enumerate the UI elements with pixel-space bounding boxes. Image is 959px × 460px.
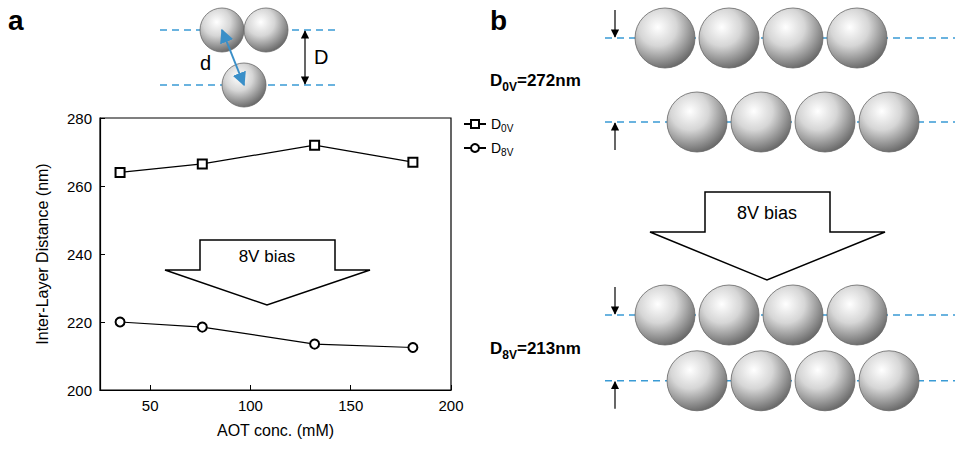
svg-text:D8V=213nm: D8V=213nm <box>490 339 581 362</box>
svg-text:d: d <box>200 52 211 74</box>
svg-text:a: a <box>8 5 24 36</box>
svg-text:240: 240 <box>67 246 92 263</box>
svg-text:100: 100 <box>238 397 263 414</box>
svg-text:280: 280 <box>67 110 92 127</box>
svg-text:D: D <box>491 116 501 132</box>
svg-text:200: 200 <box>438 397 463 414</box>
svg-text:8V: 8V <box>501 147 514 158</box>
svg-text:b: b <box>490 5 507 36</box>
svg-text:150: 150 <box>338 397 363 414</box>
svg-text:8V bias: 8V bias <box>239 247 296 266</box>
svg-text:0V: 0V <box>501 123 514 134</box>
svg-text:D: D <box>491 140 501 156</box>
svg-text:260: 260 <box>67 178 92 195</box>
svg-text:220: 220 <box>67 314 92 331</box>
svg-text:AOT conc. (mM): AOT conc. (mM) <box>217 422 334 439</box>
svg-text:200: 200 <box>67 382 92 399</box>
svg-text:8V bias: 8V bias <box>737 203 797 223</box>
svg-text:Inter-Layer Distance (nm): Inter-Layer Distance (nm) <box>34 163 51 344</box>
svg-text:D0V=272nm: D0V=272nm <box>490 71 581 94</box>
svg-text:D: D <box>314 46 328 68</box>
svg-text:50: 50 <box>142 397 159 414</box>
